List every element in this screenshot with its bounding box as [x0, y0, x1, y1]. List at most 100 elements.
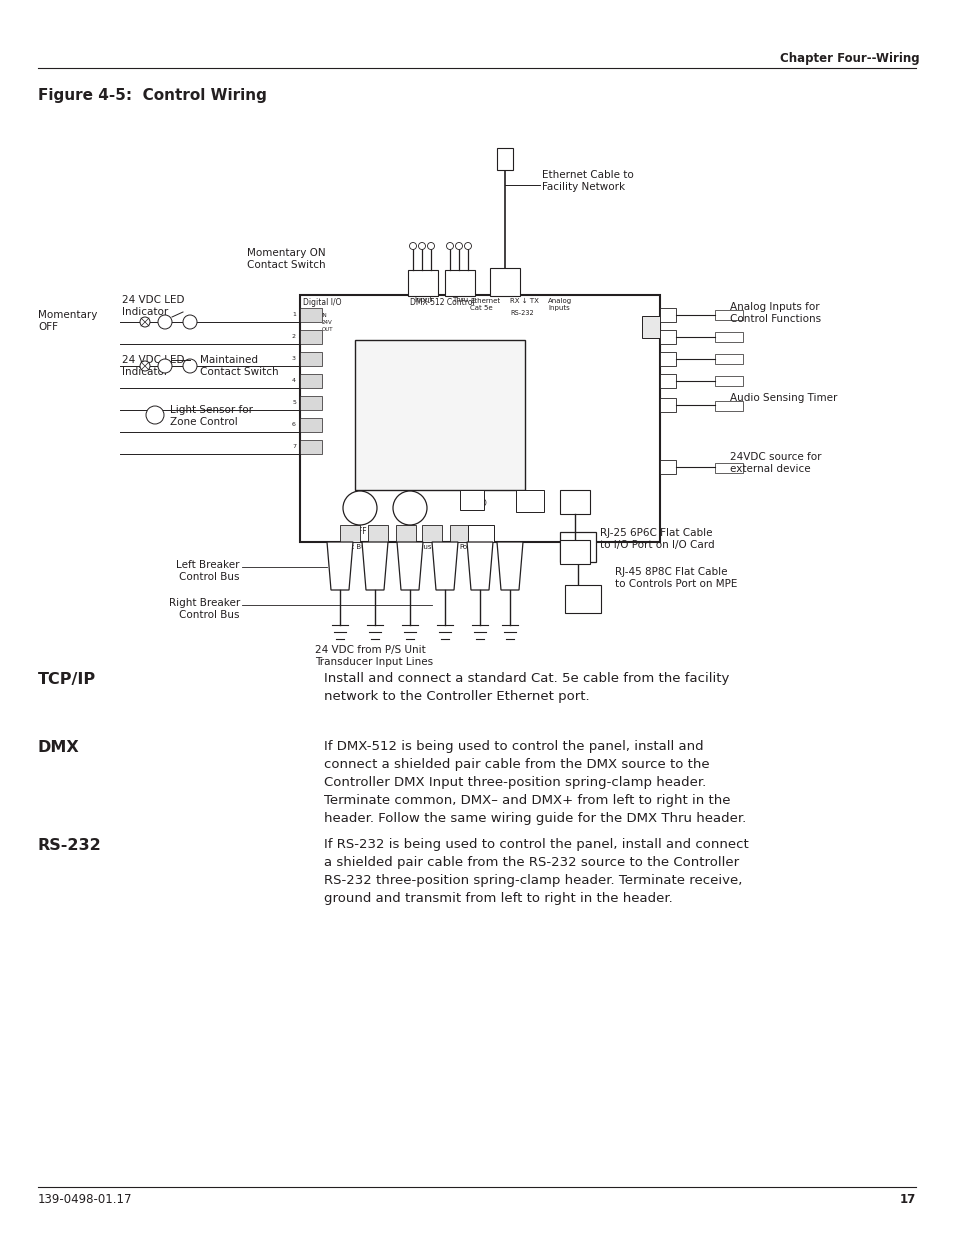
Bar [339, 525, 359, 542]
Text: Power: Power [459, 543, 480, 550]
Text: 3: 3 [292, 357, 295, 362]
Bar [444, 270, 475, 296]
Text: Left Bus: Left Bus [340, 543, 369, 550]
Circle shape [140, 361, 150, 370]
Bar [355, 340, 524, 490]
Text: IN: IN [322, 312, 328, 317]
Text: 17: 17 [899, 1193, 915, 1207]
Text: Figure 4-5:  Control Wiring: Figure 4-5: Control Wiring [38, 88, 267, 103]
Bar [490, 268, 519, 296]
Circle shape [409, 242, 416, 249]
Circle shape [158, 315, 172, 329]
Text: 24 VDC LED
Indicator: 24 VDC LED Indicator [122, 295, 184, 317]
Text: RJ-45 8P8C Flat Cable
to Controls Port on MPE: RJ-45 8P8C Flat Cable to Controls Port o… [615, 567, 737, 589]
Text: Audio Sensing Timer: Audio Sensing Timer [729, 393, 837, 403]
Polygon shape [361, 542, 388, 590]
Text: Momentary
OFF: Momentary OFF [38, 310, 97, 332]
Circle shape [455, 242, 462, 249]
Text: 7: 7 [292, 445, 295, 450]
Bar [459, 490, 483, 510]
Bar [516, 490, 543, 513]
Text: MPE: MPE [526, 499, 542, 508]
Polygon shape [396, 542, 422, 590]
Bar [299, 374, 322, 388]
Text: DMX-512 Control: DMX-512 Control [410, 298, 475, 308]
Text: Right Breaker
Control Bus: Right Breaker Control Bus [169, 598, 240, 620]
Bar [714, 401, 742, 411]
Circle shape [464, 242, 471, 249]
Bar [659, 308, 676, 322]
Circle shape [427, 242, 434, 249]
Bar [714, 332, 742, 342]
Text: Thru: Thru [452, 296, 468, 303]
Text: Maintained
Contact Switch: Maintained Contact Switch [200, 354, 278, 378]
Polygon shape [467, 542, 493, 590]
Text: I/O: I/O [476, 499, 487, 508]
Bar [564, 585, 600, 613]
Bar [714, 354, 742, 364]
Text: TCP/IP: TCP/IP [38, 672, 96, 687]
Bar [408, 270, 437, 296]
Text: DMX: DMX [38, 740, 80, 755]
Bar [299, 352, 322, 366]
Text: Ethernet
Cat 5e: Ethernet Cat 5e [470, 298, 499, 311]
Bar [659, 330, 676, 345]
Text: 24 VDC from P/S Unit
Transducer Input Lines: 24 VDC from P/S Unit Transducer Input Li… [314, 645, 433, 667]
Bar [714, 375, 742, 387]
Bar [299, 440, 322, 454]
Bar [559, 540, 589, 564]
Text: RX ↓ TX: RX ↓ TX [510, 298, 538, 304]
Text: ON: ON [404, 527, 416, 536]
Bar [641, 316, 659, 338]
Text: RS-232: RS-232 [38, 839, 102, 853]
Text: Install and connect a standard Cat. 5e cable from the facility
network to the Co: Install and connect a standard Cat. 5e c… [324, 672, 729, 703]
Circle shape [446, 242, 453, 249]
Bar [468, 525, 494, 542]
Text: 5: 5 [292, 400, 295, 405]
Bar [714, 310, 742, 320]
Text: 24 VDC LED
Indicator: 24 VDC LED Indicator [122, 354, 184, 378]
Text: OFF: OFF [353, 527, 367, 536]
Text: Analog Inputs for
Control Functions: Analog Inputs for Control Functions [729, 303, 821, 325]
Bar [299, 417, 322, 432]
Text: 1: 1 [292, 312, 295, 317]
Circle shape [343, 492, 376, 525]
Text: 6: 6 [292, 422, 295, 427]
Text: Digital I/O: Digital I/O [303, 298, 341, 308]
Text: Right Bus: Right Bus [397, 543, 432, 550]
Bar [299, 396, 322, 410]
Bar [659, 352, 676, 366]
Bar [659, 374, 676, 388]
Circle shape [158, 359, 172, 373]
Text: Analog
Inputs: Analog Inputs [547, 298, 572, 311]
Text: Chapter Four--Wiring: Chapter Four--Wiring [780, 52, 919, 65]
Bar [299, 330, 322, 345]
Bar [659, 398, 676, 412]
Text: 24V: 24V [322, 320, 333, 325]
Bar [559, 490, 589, 514]
Text: 24VDC source for
external device: 24VDC source for external device [729, 452, 821, 474]
Polygon shape [497, 542, 522, 590]
Text: RS-232: RS-232 [510, 310, 533, 316]
Text: OUT: OUT [322, 327, 334, 332]
Polygon shape [432, 542, 457, 590]
Text: 139-0498-01.17: 139-0498-01.17 [38, 1193, 132, 1207]
Circle shape [140, 317, 150, 327]
Polygon shape [327, 542, 353, 590]
Text: 4: 4 [292, 378, 295, 384]
Circle shape [418, 242, 425, 249]
Bar [714, 463, 742, 473]
Bar [368, 525, 388, 542]
Text: Light Sensor for
Zone Control: Light Sensor for Zone Control [170, 405, 253, 427]
Text: 2: 2 [292, 335, 295, 340]
Circle shape [183, 315, 196, 329]
Bar [395, 525, 416, 542]
Circle shape [393, 492, 427, 525]
Bar [659, 459, 676, 474]
Text: Input: Input [414, 296, 432, 303]
Circle shape [183, 359, 196, 373]
Bar [299, 308, 322, 322]
Text: Ethernet Cable to
Facility Network: Ethernet Cable to Facility Network [541, 170, 633, 193]
Text: Left Breaker
Control Bus: Left Breaker Control Bus [176, 559, 240, 583]
Bar [450, 525, 470, 542]
